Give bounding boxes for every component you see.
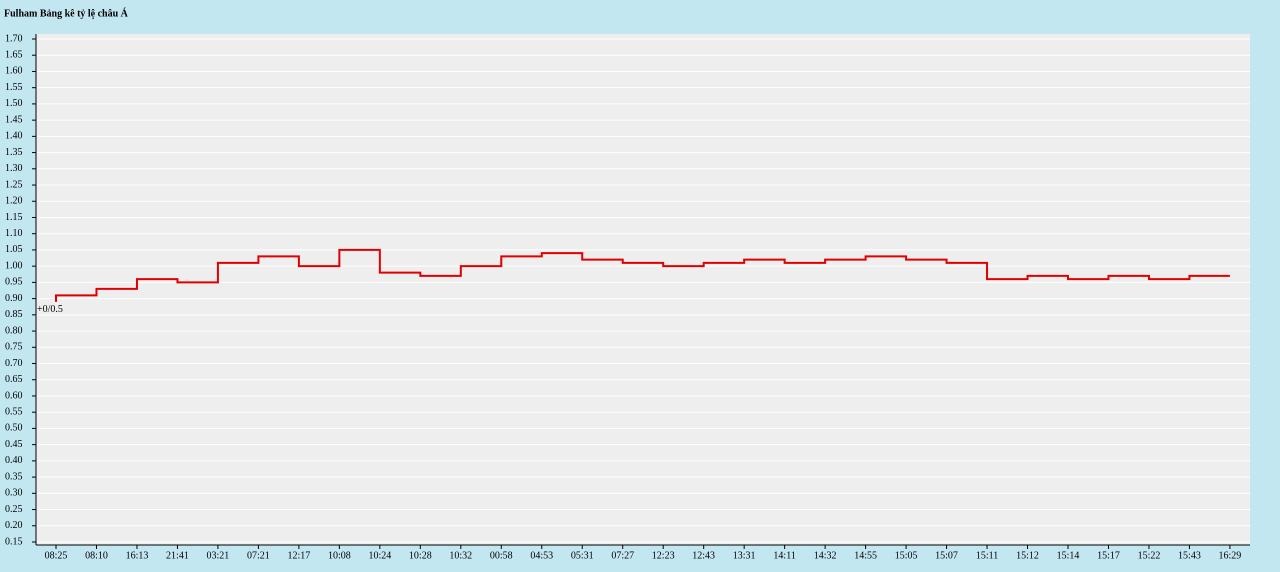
y-tick-label: 0.85 (5, 309, 23, 320)
y-tick-label: 1.40 (5, 131, 23, 142)
y-tick-label: 1.20 (5, 196, 23, 207)
x-tick-label: 10:08 (328, 550, 351, 561)
x-tick-label: 07:27 (611, 550, 634, 561)
y-tick-label: 0.25 (5, 504, 23, 515)
x-tick-label: 08:10 (85, 550, 108, 561)
y-tick-label: 0.70 (5, 358, 23, 369)
y-tick-label: 0.15 (5, 536, 23, 547)
y-tick-label: 1.55 (5, 82, 23, 93)
y-tick-label: 1.10 (5, 228, 23, 239)
chart-title: Fulham Bảng kê tỷ lệ châu Á (4, 7, 129, 19)
x-tick-label: 04:53 (530, 550, 553, 561)
x-tick-label: 07:21 (247, 550, 270, 561)
x-tick-label: 10:28 (409, 550, 432, 561)
plot-area (36, 34, 1250, 545)
y-tick-label: 0.55 (5, 406, 23, 417)
y-tick-label: 0.95 (5, 277, 23, 288)
y-tick-label: 1.65 (5, 50, 23, 61)
y-tick-label: 1.15 (5, 212, 23, 223)
x-tick-label: 15:22 (1138, 550, 1161, 561)
x-tick-label: 14:55 (854, 550, 877, 561)
x-tick-label: 16:13 (126, 550, 149, 561)
y-tick-label: 0.30 (5, 488, 23, 499)
x-tick-label: 05:31 (571, 550, 594, 561)
y-tick-label: 0.75 (5, 342, 23, 353)
y-tick-label: 0.50 (5, 423, 23, 434)
y-tick-label: 1.70 (5, 33, 23, 44)
x-tick-label: 10:32 (449, 550, 472, 561)
x-tick-label: 13:31 (733, 550, 756, 561)
annotation: +0/0.5 (37, 304, 63, 315)
x-tick-label: 10:24 (368, 550, 391, 561)
y-tick-label: 0.20 (5, 520, 23, 531)
y-tick-label: 0.60 (5, 390, 23, 401)
x-tick-label: 12:23 (652, 550, 675, 561)
x-tick-label: 12:17 (287, 550, 310, 561)
y-tick-label: 1.45 (5, 114, 23, 125)
y-tick-label: 1.30 (5, 163, 23, 174)
y-tick-label: 1.05 (5, 244, 23, 255)
x-tick-label: 16:29 (1219, 550, 1242, 561)
x-tick-label: 03:21 (207, 550, 230, 561)
x-tick-label: 21:41 (166, 550, 189, 561)
y-tick-label: 1.35 (5, 147, 23, 158)
x-tick-label: 15:11 (976, 550, 998, 561)
x-tick-label: 15:17 (1097, 550, 1120, 561)
y-tick-label: 1.60 (5, 66, 23, 77)
y-tick-label: 1.25 (5, 179, 23, 190)
x-tick-label: 14:32 (814, 550, 837, 561)
y-tick-label: 0.40 (5, 455, 23, 466)
step-line (55, 248, 1230, 302)
y-tick-label: 0.65 (5, 374, 23, 385)
x-tick-label: 15:12 (1016, 550, 1039, 561)
x-tick-label: 15:43 (1178, 550, 1201, 561)
y-tick-label: 0.35 (5, 471, 23, 482)
x-tick-label: 12:43 (692, 550, 715, 561)
x-tick-label: 15:05 (895, 550, 918, 561)
y-tick-label: 0.90 (5, 293, 23, 304)
y-tick-label: 1.00 (5, 260, 23, 271)
y-tick-label: 0.45 (5, 439, 23, 450)
x-tick-label: 14:11 (773, 550, 795, 561)
y-tick-label: 0.80 (5, 325, 23, 336)
x-tick-label: 15:14 (1057, 550, 1080, 561)
x-tick-label: 00:58 (490, 550, 513, 561)
y-tick-label: 1.50 (5, 98, 23, 109)
x-tick-label: 08:25 (45, 550, 68, 561)
x-tick-label: 15:07 (935, 550, 958, 561)
